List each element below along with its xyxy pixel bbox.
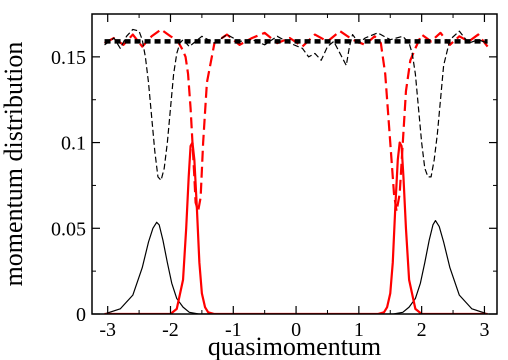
series-line-2 [104, 141, 488, 314]
y-tick-label: 0 [76, 304, 86, 326]
y-tick-label: 0.05 [51, 218, 86, 240]
y-tick-label: 0.1 [61, 133, 86, 155]
plot-frame [91, 13, 498, 315]
x-tick-label: 3 [479, 319, 489, 341]
series-line-1 [104, 219, 488, 314]
x-tick-label: -2 [162, 319, 179, 341]
x-tick-label: -3 [99, 319, 116, 341]
series-line-3 [104, 28, 489, 213]
x-axis-ticks: -3 -2 -1 0 1 2 3 [99, 14, 489, 341]
x-tick-label: -1 [225, 319, 242, 341]
x-tick-label: 1 [354, 319, 364, 341]
y-tick-label: 0.15 [51, 47, 86, 69]
series-layer [104, 28, 489, 314]
x-axis-title: quasimomentum [208, 332, 381, 360]
series-line-4 [104, 28, 488, 181]
x-tick-label: 2 [417, 319, 427, 341]
x-tick-label: 0 [291, 319, 301, 341]
y-axis-ticks: 0 0.05 0.1 0.15 [51, 47, 497, 326]
y-axis-title: momentum distribution [0, 42, 28, 287]
